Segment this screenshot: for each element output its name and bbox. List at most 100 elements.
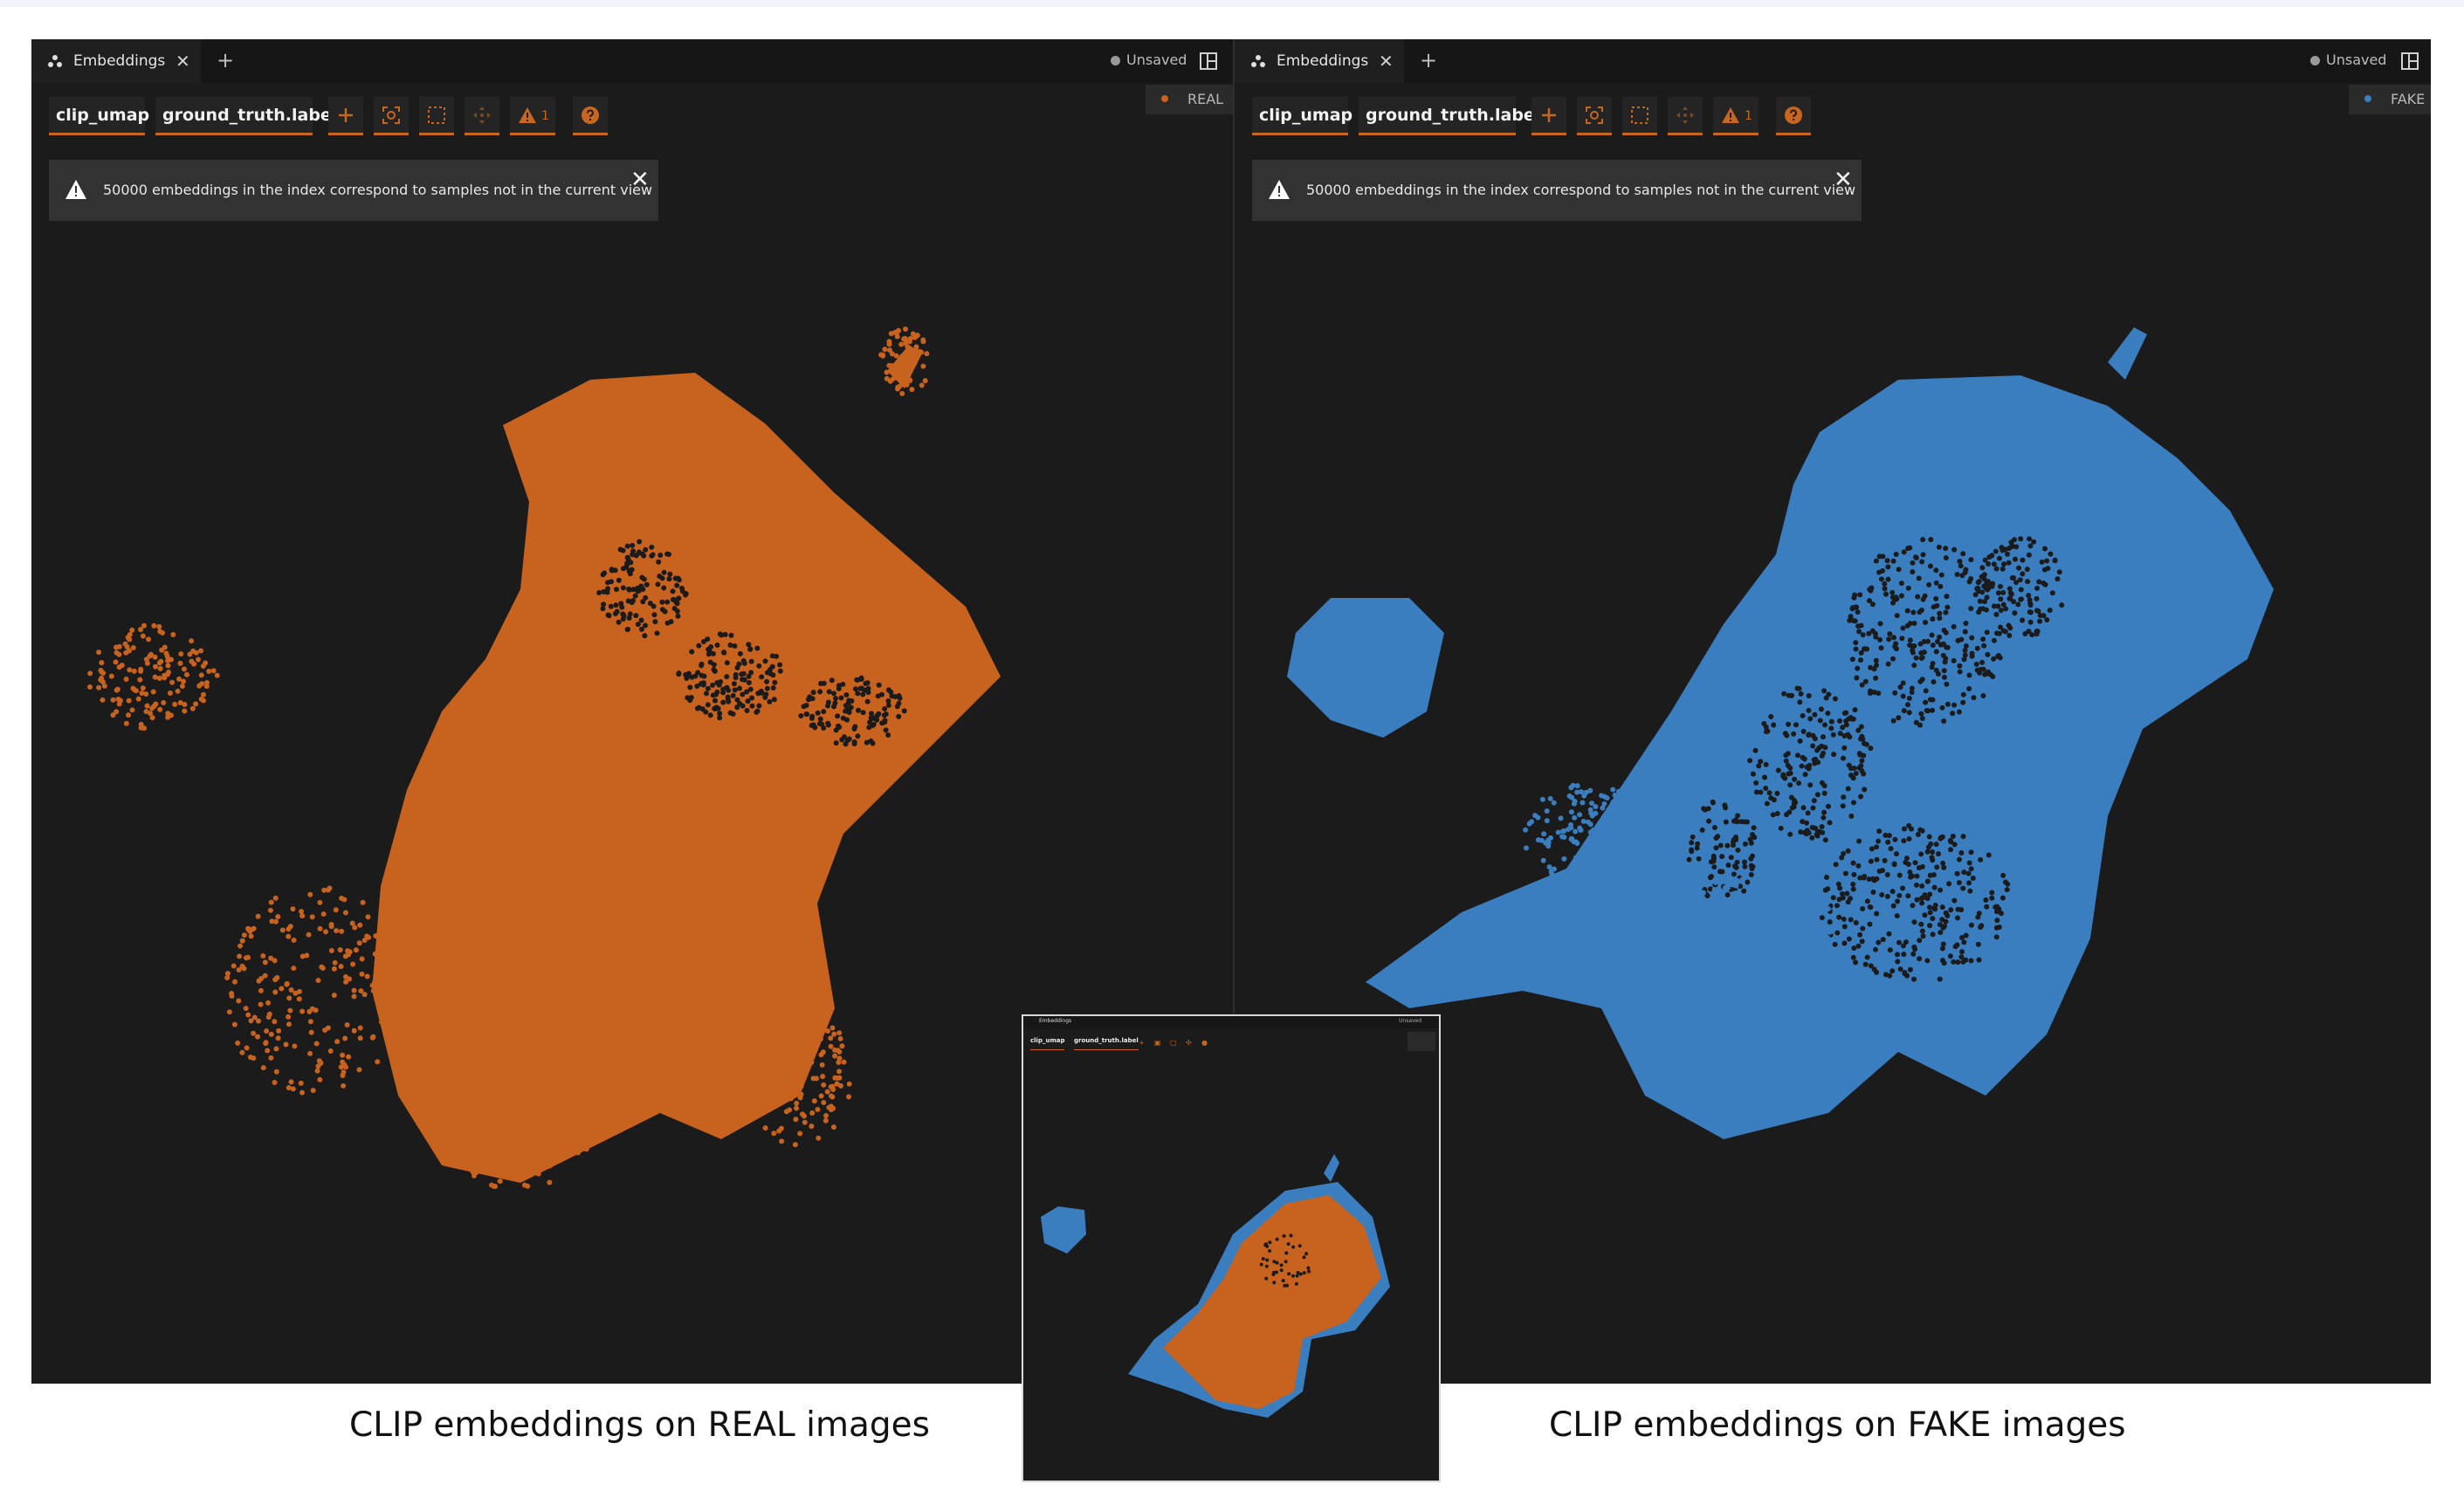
data-point <box>1692 913 1698 919</box>
plus-icon[interactable]: + <box>217 48 235 72</box>
data-point <box>1848 917 1854 923</box>
brain-key-select[interactable]: clip_umap <box>1252 97 1352 135</box>
data-point <box>700 638 706 644</box>
data-point <box>1719 854 1725 860</box>
data-point <box>1853 640 1859 646</box>
close-icon[interactable]: ✕ <box>630 167 650 193</box>
help-button[interactable] <box>573 97 608 135</box>
brain-key-select[interactable]: clip_umap <box>1030 1037 1065 1050</box>
tab-label: Embeddings <box>1039 1018 1072 1024</box>
brain-key-select[interactable]: clip_umap <box>49 97 149 135</box>
data-point <box>264 1028 270 1034</box>
data-point <box>1896 715 1902 721</box>
data-point <box>1917 678 1924 684</box>
data-point <box>756 663 762 669</box>
embeddings-icon <box>1251 55 1265 67</box>
data-point <box>1763 931 1769 938</box>
data-point <box>1985 582 1991 588</box>
lasso-select-button[interactable] <box>1622 97 1657 135</box>
color-by-select[interactable]: ground_truth.label <box>1359 97 1540 135</box>
data-point <box>137 677 143 683</box>
data-point <box>1870 889 1876 895</box>
add-button[interactable] <box>1531 97 1566 135</box>
data-point <box>767 1103 774 1110</box>
zoom-fit-button[interactable] <box>1577 97 1612 135</box>
data-point <box>96 684 102 691</box>
tab-bar: Embeddings ✕ + Unsaved <box>1235 39 2431 83</box>
data-point <box>1929 632 1935 638</box>
lasso-select-button[interactable] <box>419 97 454 135</box>
data-point <box>99 660 105 666</box>
tab-embeddings[interactable]: Embeddings ✕ <box>1235 39 1404 83</box>
data-point <box>497 1149 503 1155</box>
data-point <box>1826 691 1832 697</box>
zoom-fit-icon[interactable]: ▣ <box>1154 1039 1161 1047</box>
color-by-select[interactable]: ground_truth.label <box>155 97 337 135</box>
pan-icon[interactable]: ✣ <box>1186 1039 1192 1047</box>
data-point <box>1944 594 1950 600</box>
data-point <box>1756 869 1762 876</box>
tab-embeddings[interactable]: Embeddings ✕ <box>31 39 201 83</box>
data-point <box>772 679 778 685</box>
add-button[interactable] <box>328 97 363 135</box>
data-point <box>864 680 871 686</box>
data-point <box>268 899 274 905</box>
data-point <box>1558 815 1564 821</box>
embeddings-scatter-plot[interactable] <box>1235 223 2431 1384</box>
data-point <box>119 663 125 669</box>
legend-swatch <box>1161 95 1168 102</box>
data-point <box>1924 896 1931 902</box>
data-point <box>255 913 261 919</box>
data-point <box>1941 627 1947 633</box>
data-point <box>1947 847 1953 853</box>
data-point <box>774 1057 781 1063</box>
data-point <box>299 1089 306 1096</box>
data-point <box>751 1090 757 1096</box>
data-point <box>1728 855 1734 861</box>
data-point <box>100 670 107 676</box>
add-icon[interactable]: + <box>1139 1039 1145 1047</box>
data-point <box>1765 1003 1772 1009</box>
zoom-fit-button[interactable] <box>374 97 409 135</box>
lasso-select-icon[interactable]: ▢ <box>1170 1039 1177 1047</box>
data-point <box>1302 1255 1306 1260</box>
data-point <box>296 996 302 1002</box>
data-point <box>272 958 278 964</box>
combined-scatter-plot[interactable] <box>1023 1060 1439 1470</box>
data-point <box>292 1043 298 1049</box>
data-point <box>1802 772 1808 778</box>
legend-item-fake[interactable]: FAKE <box>2349 85 2431 114</box>
data-point <box>683 671 689 677</box>
color-by-select[interactable]: ground_truth.label <box>1074 1037 1139 1050</box>
data-point <box>527 1148 533 1154</box>
close-icon[interactable]: ✕ <box>1834 167 1853 193</box>
pan-button[interactable] <box>465 97 499 135</box>
data-point <box>299 913 306 919</box>
data-point <box>144 660 150 666</box>
warning-button[interactable]: 1 <box>510 97 555 135</box>
help-button[interactable] <box>1776 97 1811 135</box>
close-icon[interactable]: ✕ <box>176 51 190 72</box>
data-point <box>1649 839 1655 845</box>
data-point <box>1943 546 1949 552</box>
data-point <box>2018 587 2024 593</box>
data-point <box>333 907 339 913</box>
embeddings-scatter-plot[interactable] <box>31 223 1233 1384</box>
data-point <box>126 697 132 704</box>
data-point <box>1785 959 1791 965</box>
data-point <box>2036 579 2042 585</box>
help-icon[interactable]: ● <box>1201 1039 1208 1047</box>
data-point <box>1813 960 1819 966</box>
layout-icon[interactable] <box>2401 52 2419 70</box>
legend-item-real[interactable]: REAL <box>1146 85 1233 114</box>
plus-icon[interactable]: + <box>1420 48 1438 72</box>
data-point <box>502 1076 508 1082</box>
layout-icon[interactable] <box>1200 52 1217 70</box>
pan-button[interactable] <box>1668 97 1703 135</box>
warning-button[interactable]: 1 <box>1713 97 1759 135</box>
data-point <box>1821 688 1827 694</box>
data-point <box>1869 601 1876 608</box>
data-point <box>744 708 750 714</box>
close-icon[interactable]: ✕ <box>1379 51 1394 72</box>
tab-bar: Embeddings ✕ + Unsaved <box>31 39 1233 83</box>
